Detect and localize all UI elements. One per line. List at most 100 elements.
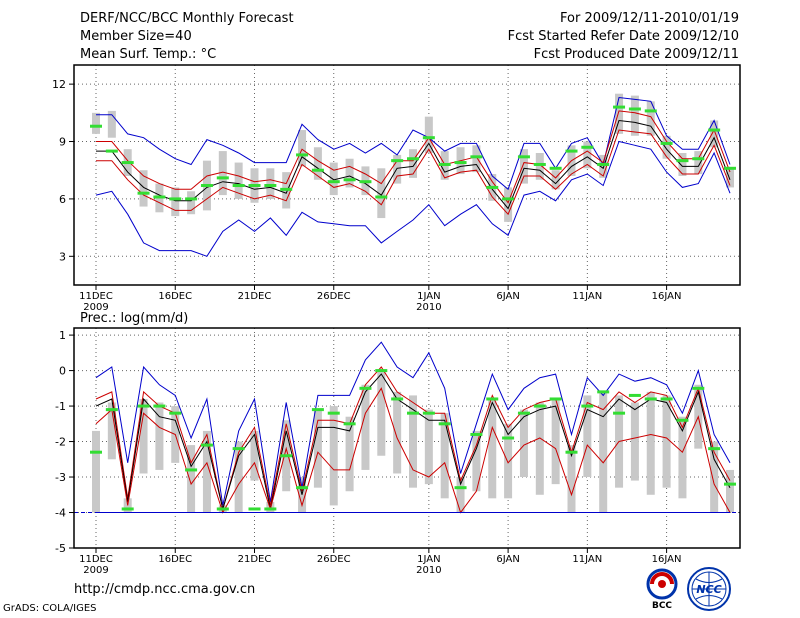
ncc-logo-text: NCC	[696, 583, 721, 596]
precip-member-bar	[456, 477, 465, 513]
precip-member-bar	[107, 402, 116, 460]
precip-member-bar	[551, 398, 560, 485]
temp-member-bar	[726, 168, 734, 188]
precip-xtick-label: 6JAN	[496, 554, 519, 565]
temp-member-bar	[218, 151, 227, 196]
temp-observed-marker	[724, 166, 736, 170]
temp-observed-marker	[105, 149, 118, 153]
precip-member-bar	[313, 409, 322, 488]
precip-observed-marker	[216, 507, 229, 511]
precip-member-bar	[488, 398, 497, 499]
temp-member-bar	[630, 95, 639, 136]
precip-member-bar	[630, 402, 639, 481]
temp-xtick-year: 2009	[83, 302, 108, 313]
precip-member-bar	[567, 445, 576, 513]
temp-xtick-year: 2010	[416, 302, 441, 313]
precip-observed-marker	[327, 411, 340, 415]
temp-observed-marker	[486, 185, 499, 189]
temp-observed-marker	[502, 197, 515, 201]
precip-observed-marker	[438, 422, 451, 426]
temp-observed-marker	[517, 155, 530, 159]
precip-member-bar	[234, 441, 243, 513]
temp-member-bar	[535, 153, 544, 180]
header-start-date: Fcst Started Refer Date 2009/12/10	[507, 29, 739, 44]
precip-observed-marker	[200, 443, 213, 447]
temp-member-bar	[266, 168, 275, 199]
precip-observed-marker	[280, 454, 293, 458]
temp-observed-marker	[470, 155, 483, 159]
precip-observed-marker	[660, 397, 673, 401]
temp-xtick-label: 6JAN	[496, 291, 519, 302]
temp-observed-marker	[248, 184, 261, 188]
temp-observed-marker	[280, 187, 293, 191]
temp-ytick-label: 9	[59, 136, 66, 149]
precip-member-bar	[710, 441, 719, 513]
temp-observed-marker	[185, 197, 198, 201]
footer-url[interactable]: http://cmdp.ncc.cma.gov.cn	[74, 582, 256, 597]
temp-observed-marker	[121, 161, 134, 165]
temp-observed-marker	[454, 161, 467, 165]
precip-series-lower	[95, 387, 731, 514]
temp-observed-marker	[153, 195, 166, 199]
precip-member-bar	[345, 416, 354, 492]
precip-xtick-year: 2009	[83, 565, 108, 576]
precip-member-bar	[393, 391, 402, 474]
precip-observed-marker	[470, 432, 483, 436]
precip-panel-title: Prec.: log(mm/d)	[80, 311, 188, 326]
precip-member-bar	[519, 409, 528, 478]
header-title: DERF/NCC/BCC Monthly Forecast	[80, 11, 294, 26]
precip-observed-marker	[517, 411, 530, 415]
temp-observed-marker	[200, 184, 213, 188]
precip-xtick-label: 11DEC	[79, 554, 113, 565]
precip-member-bar	[250, 430, 259, 481]
temp-observed-marker	[692, 157, 705, 161]
precip-series-max	[95, 341, 731, 506]
temp-observed-marker	[375, 195, 388, 199]
temp-xtick-label: 1JAN	[417, 291, 440, 302]
temp-member-bar	[678, 153, 687, 176]
temp-member-bar	[171, 187, 180, 217]
precip-xtick-label: 21DEC	[238, 554, 272, 565]
temp-member-bar	[583, 141, 592, 169]
temp-observed-marker	[391, 159, 404, 163]
precip-xtick-label: 26DEC	[317, 554, 351, 565]
precip-ytick-label: -4	[55, 507, 66, 520]
precip-ytick-label: -1	[55, 400, 66, 413]
temp-frame	[73, 64, 741, 286]
precip-member-bar	[440, 413, 449, 499]
temp-observed-marker	[359, 180, 372, 184]
precip-frame	[73, 327, 741, 549]
precip-xtick-label: 11JAN	[572, 554, 602, 565]
temp-member-bar	[646, 101, 655, 136]
precip-observed-marker	[724, 482, 736, 486]
precip-member-bar	[155, 402, 164, 470]
temp-xtick-label: 11DEC	[79, 291, 113, 302]
precip-observed-marker	[264, 507, 277, 511]
temp-series-min	[96, 96, 731, 191]
precip-observed-marker	[137, 404, 150, 408]
temp-member-bar	[551, 170, 560, 190]
temp-ytick-label: 12	[52, 78, 66, 91]
precip-ytick-label: -3	[55, 471, 66, 484]
precip-member-bar	[424, 409, 433, 485]
temp-member-bar	[92, 112, 100, 134]
precip-observed-marker	[533, 404, 546, 408]
precip-xtick-label: 16DEC	[158, 554, 192, 565]
precip-observed-marker	[121, 507, 134, 511]
precip-observed-marker	[375, 369, 388, 373]
precip-observed-marker	[486, 397, 499, 401]
header-variable: Mean Surf. Temp.: °C	[80, 47, 217, 62]
bcc-logo: BCC	[646, 568, 678, 610]
precip-member-bar	[377, 370, 386, 456]
temp-observed-marker	[311, 168, 324, 172]
temp-member-bar	[329, 162, 338, 196]
precip-observed-marker	[105, 408, 118, 412]
temp-xtick-label: 11JAN	[572, 291, 602, 302]
temp-xtick-label: 21DEC	[238, 291, 272, 302]
temp-member-bar	[345, 158, 354, 188]
temp-observed-marker	[581, 145, 594, 149]
precip-member-bar	[726, 469, 734, 513]
header-period: For 2009/12/11-2010/01/19	[560, 11, 739, 26]
